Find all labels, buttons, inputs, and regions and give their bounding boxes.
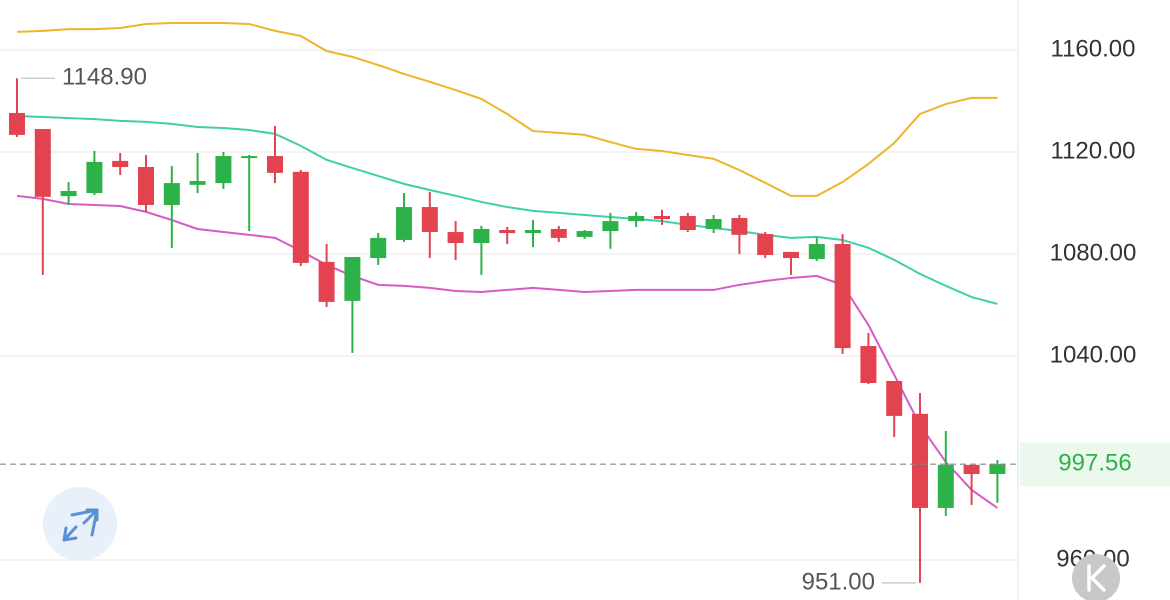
max-label: 1148.90 [62,64,147,91]
candle-body [886,380,903,416]
kline-button[interactable] [1072,554,1120,600]
y-tick-label: 1080.00 [1050,239,1137,266]
candle-body [318,261,335,302]
candle-body [783,251,799,259]
candle-body [163,183,180,206]
band-line [16,21,998,197]
candle-body [396,207,412,240]
candle-body [654,215,670,220]
min-label: 951.00 [802,568,875,595]
band-line [16,115,998,305]
candle-body [215,156,232,184]
candle-body [241,156,258,159]
candle-body [473,228,490,244]
candle-body [912,413,928,508]
candle-body [731,218,748,235]
last-price-box [1020,442,1170,487]
candle-body [808,244,825,260]
candle-body [112,160,129,168]
candle-body [679,215,696,231]
candle-body [963,464,980,475]
candle-body [576,231,593,237]
candle-body [602,221,619,232]
candle-body [989,464,1006,475]
y-tick-label: 1120.00 [1051,137,1136,164]
candle-body [834,244,851,349]
candle-body [937,464,954,508]
kline-button-bg [1072,554,1120,600]
candle-body [447,232,464,244]
candle-body [9,112,25,135]
candle-body [499,230,516,234]
candle-body [86,161,103,194]
candle-body [628,215,645,222]
expand-button-bg [43,487,117,561]
last-price-label: 997.56 [1058,450,1131,477]
candle-body [705,219,722,229]
expand-button[interactable] [43,487,117,561]
band-line [16,194,998,509]
y-tick-label: 1040.00 [1050,341,1137,368]
y-tick-label: 1160.00 [1051,35,1136,62]
candle-body [525,230,541,234]
kline-icon [1087,564,1106,592]
candle-body [34,129,51,197]
candle-body [550,228,567,238]
candle-body [421,207,438,233]
candle-body [370,237,387,259]
candle-body [60,190,77,197]
candle-body [138,167,154,206]
candle-body [267,156,283,173]
candle-body [860,346,877,384]
expand-icon [62,508,99,542]
candle-body [344,257,361,301]
candle-body [189,181,206,185]
candle-body [757,234,774,255]
candle-body [292,171,309,263]
